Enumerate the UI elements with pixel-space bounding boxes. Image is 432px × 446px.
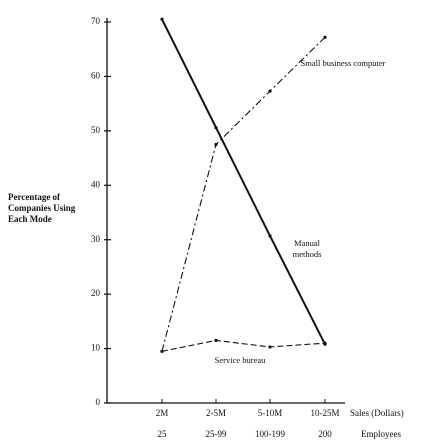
y-tick-label: 50 xyxy=(91,125,101,135)
data-point xyxy=(160,349,164,353)
x-tick-label: 2M xyxy=(156,408,169,418)
series-line xyxy=(161,36,326,352)
y-tick-label: 10 xyxy=(91,343,101,353)
y-tick-label: 0 xyxy=(96,397,101,407)
data-point xyxy=(160,17,164,21)
x-tick-label: 10-25M xyxy=(311,408,340,418)
series-label: Service bureau xyxy=(214,355,266,365)
y-tick-label: 60 xyxy=(91,70,101,80)
y-axis-title: Percentage of Companies Using Each Mode xyxy=(8,192,76,224)
series-line xyxy=(161,339,326,352)
series-label: Small business computer xyxy=(300,58,386,68)
x-tick-label-2: 200 xyxy=(318,429,332,439)
x-axis-title: Sales (Dollars) xyxy=(350,408,404,418)
series-line xyxy=(161,18,326,345)
x-tick-label-2: 25 xyxy=(158,429,168,439)
data-point xyxy=(323,341,327,345)
y-tick-label: 40 xyxy=(91,179,101,189)
y-tick-label: 30 xyxy=(91,234,101,244)
data-point xyxy=(268,89,272,93)
data-point xyxy=(323,35,327,39)
x-axis-title-2: Employees xyxy=(361,429,401,439)
data-point xyxy=(214,125,218,130)
y-tick-label: 20 xyxy=(91,288,101,298)
series-label: Manual methods xyxy=(292,238,322,259)
data-point xyxy=(214,142,218,147)
x-tick-label: 2-5M xyxy=(206,408,226,418)
data-point xyxy=(214,338,218,343)
x-tick-label-2: 25-99 xyxy=(206,429,227,439)
data-point xyxy=(268,234,272,238)
y-tick-label: 70 xyxy=(91,16,101,26)
data-point xyxy=(268,345,272,349)
x-tick-label: 5-10M xyxy=(258,408,283,418)
x-tick-label-2: 100-199 xyxy=(255,429,285,439)
